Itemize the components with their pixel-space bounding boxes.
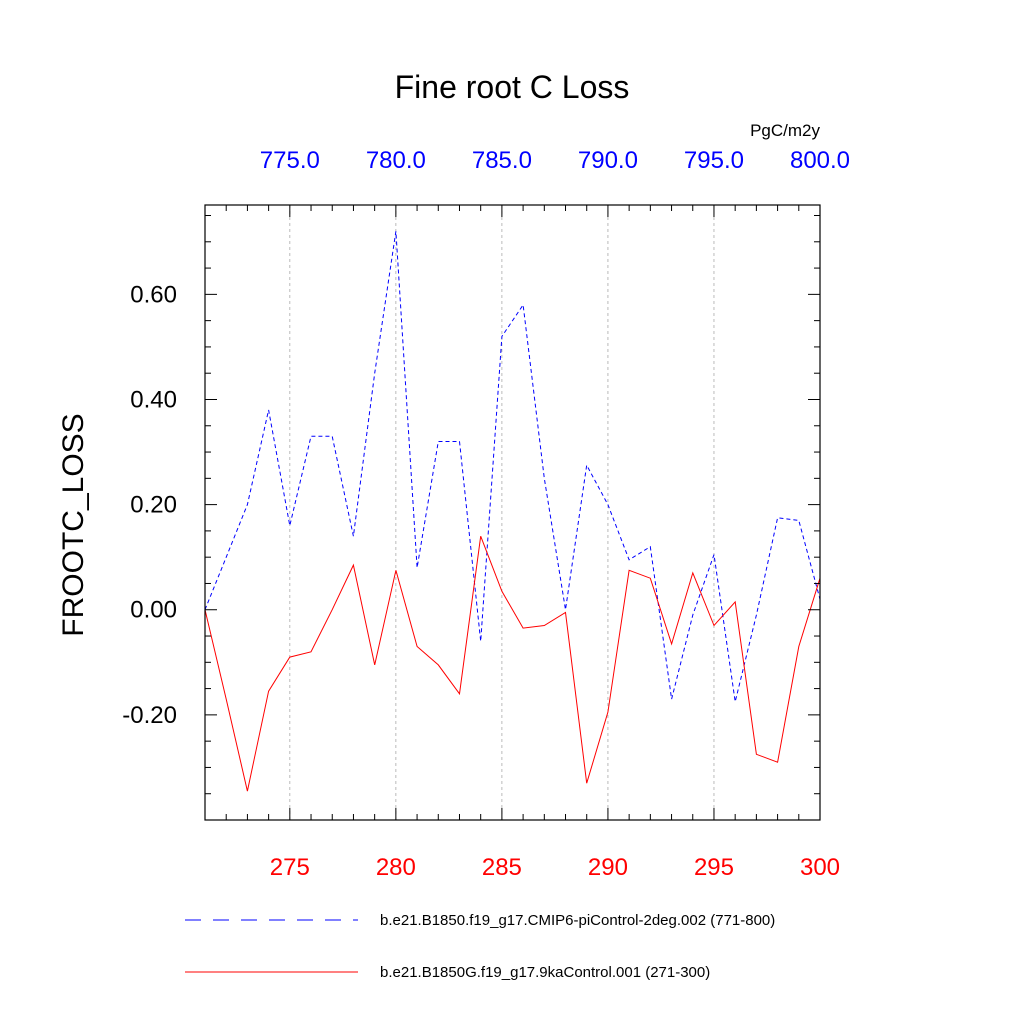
axes: 0.60 0.40 0.20 0.00 -0.20 275 280 285 290 295 300 7…: [122, 147, 850, 881]
y-axis-label: FROOTC_LOSS: [57, 413, 90, 636]
x-bottom-tick-label: 285: [482, 854, 522, 881]
x-bottom-tick-label: 280: [376, 854, 416, 881]
legend-label-0: b.e21.B1850.f19_g17.CMIP6-piControl-2deg…: [380, 912, 775, 929]
x-bottom-tick-label: 300: [800, 854, 840, 881]
grid: [289, 205, 821, 820]
series-group: [204, 231, 821, 792]
x-top-tick-label: 780.0: [366, 147, 426, 174]
legend-label-1: b.e21.B1850G.f19_g17.9kaControl.001 (271…: [380, 964, 710, 981]
x-top-tick-label: 790.0: [578, 147, 638, 174]
series-line-0: [204, 231, 821, 702]
y-tick-label: 0.60: [130, 281, 177, 308]
y-tick-label: 0.00: [130, 597, 177, 624]
x-top-tick-label: 785.0: [472, 147, 532, 174]
chart-title: Fine root C Loss: [395, 69, 630, 105]
legend: b.e21.B1850.f19_g17.CMIP6-piControl-2deg…: [185, 912, 775, 981]
x-bottom-tick-label: 275: [270, 854, 310, 881]
x-top-tick-label: 775.0: [260, 147, 320, 174]
y-tick-label: -0.20: [122, 702, 177, 729]
x-top-tick-label: 795.0: [684, 147, 744, 174]
x-top-tick-label: 800.0: [790, 147, 850, 174]
plot-frame: [204, 204, 821, 821]
y-tick-label: 0.40: [130, 386, 177, 413]
units-label: PgC/m2y: [750, 121, 820, 140]
series-line-1: [204, 536, 821, 792]
x-bottom-tick-label: 290: [588, 854, 628, 881]
x-bottom-tick-label: 295: [694, 854, 734, 881]
y-tick-label: 0.20: [130, 492, 177, 519]
